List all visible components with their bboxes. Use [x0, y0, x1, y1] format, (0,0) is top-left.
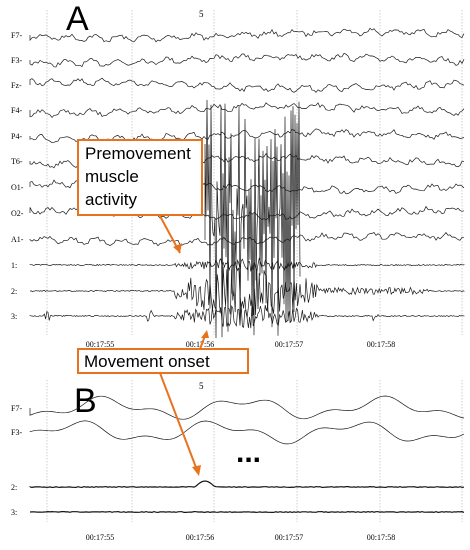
premovement-box	[77, 139, 203, 216]
trace-b-3	[29, 510, 465, 514]
channel-label-b-2: 2:	[11, 483, 17, 492]
panel-a-time-labels: 00:17:55 00:17:56 00:17:57 00:17:58	[86, 340, 395, 349]
premovement-line-3: activity	[85, 190, 137, 209]
trace-a1	[29, 232, 464, 247]
panel-a-time-label: 00:17:56	[186, 340, 214, 349]
movement-artifact	[204, 99, 301, 339]
channel-label-fz: Fz-	[11, 81, 22, 90]
onset-arrow-up-head	[201, 330, 209, 338]
trace-3	[29, 303, 465, 329]
trace-f3	[29, 52, 465, 68]
channel-label-o1: O1-	[11, 183, 24, 192]
trace-b-f3	[29, 420, 465, 445]
panel-b-time-label: 00:17:58	[367, 533, 395, 542]
panel-b-time-label: 00:17:56	[186, 533, 214, 542]
panel-b-channel-labels: F7- F3- 2: 3:	[11, 404, 22, 517]
ellipsis: ...	[236, 436, 261, 469]
channel-label-b-3: 3:	[11, 508, 17, 517]
trace-1	[29, 257, 465, 272]
trace-f4	[29, 102, 465, 119]
premovement-line-1: Premovement	[85, 144, 191, 163]
panel-a-letter: A	[66, 0, 89, 38]
panel-b-marker: 5	[199, 381, 204, 391]
panel-a-traces	[29, 27, 465, 339]
trace-b-2	[29, 480, 465, 489]
panel-a: A 5 F7- F3- Fz- F4- P4- T6- O1- O2- A1- 1: 2: 3: 00…	[11, 0, 465, 349]
channel-label-b-f7: F7-	[11, 404, 22, 413]
panel-a-time-label: 00:17:55	[86, 340, 114, 349]
channel-label-t6: T6-	[11, 157, 23, 166]
panel-b-time-label: 00:17:57	[275, 533, 303, 542]
panel-a-marker: 5	[199, 9, 204, 19]
panel-b-grid	[46, 380, 463, 522]
trace-fz	[29, 77, 465, 93]
channel-label-f7: F7-	[11, 31, 22, 40]
annotations: Premovement muscle activity Movement ons…	[77, 139, 249, 476]
channel-label-f3: F3-	[11, 56, 22, 65]
trace-b-f7	[29, 395, 465, 420]
premovement-line-2: muscle	[85, 167, 139, 186]
channel-label-o2: O2-	[11, 209, 24, 218]
channel-label-2: 2:	[11, 287, 17, 296]
onset-arrow-down-head	[192, 465, 201, 476]
panel-b-traces	[29, 395, 465, 514]
channel-label-3: 3:	[11, 312, 17, 321]
panel-a-channel-labels: F7- F3- Fz- F4- P4- T6- O1- O2- A1- 1: 2: 3:	[11, 31, 24, 321]
movement-onset-label: Movement onset	[84, 352, 210, 371]
channel-label-b-f3: F3-	[11, 428, 22, 437]
panel-b-letter: B	[74, 382, 97, 420]
panel-b-time-label: 00:17:55	[86, 533, 114, 542]
channel-label-f4: F4-	[11, 106, 22, 115]
onset-arrow-down	[159, 372, 198, 471]
panel-b: B 5 F7-F3-2:3: ... 00:17:55 00:17:56 00:17…	[11, 380, 465, 542]
trace-f7	[29, 27, 465, 43]
trace-2	[29, 265, 465, 318]
panel-a-time-label: 00:17:58	[367, 340, 395, 349]
channel-label-p4: P4-	[11, 132, 22, 141]
panel-b-time-labels: 00:17:55 00:17:56 00:17:57 00:17:58	[86, 533, 395, 542]
premovement-arrow-head	[173, 243, 182, 253]
channel-label-a1: A1-	[11, 235, 24, 244]
panel-a-time-label: 00:17:57	[275, 340, 303, 349]
channel-label-1: 1:	[11, 261, 17, 270]
movement-onset-box	[77, 348, 249, 374]
